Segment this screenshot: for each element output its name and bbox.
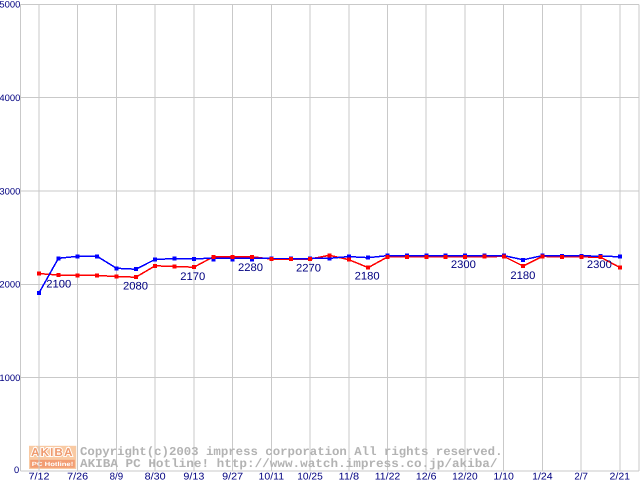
svg-text:5000: 5000 — [0, 0, 20, 9]
svg-text:10/11: 10/11 — [259, 471, 285, 480]
svg-text:7/12: 7/12 — [29, 471, 50, 480]
svg-text:2/7: 2/7 — [574, 471, 588, 480]
svg-text:9/27: 9/27 — [222, 471, 243, 480]
svg-text:12/20: 12/20 — [452, 471, 478, 480]
svg-text:2270: 2270 — [296, 262, 321, 274]
svg-text:1/24: 1/24 — [532, 471, 553, 480]
svg-text:2280: 2280 — [238, 262, 263, 274]
svg-text:8/9: 8/9 — [110, 471, 124, 480]
svg-text:9/13: 9/13 — [183, 471, 205, 480]
svg-text:2080: 2080 — [123, 281, 148, 293]
svg-text:2180: 2180 — [510, 270, 535, 282]
svg-text:8/30: 8/30 — [145, 471, 167, 480]
svg-text:3000: 3000 — [0, 186, 20, 196]
svg-text:1/10: 1/10 — [493, 471, 514, 480]
svg-text:2000: 2000 — [0, 280, 20, 290]
svg-text:12/6: 12/6 — [416, 471, 437, 480]
svg-text:2300: 2300 — [451, 259, 476, 271]
svg-text:0: 0 — [14, 465, 19, 475]
svg-text:11/22: 11/22 — [375, 471, 401, 480]
svg-text:10/25: 10/25 — [297, 471, 323, 480]
svg-text:AKIBA PC Hotline! http://www.: AKIBA PC Hotline! http://www.watch.impre… — [80, 457, 498, 471]
svg-text:1000: 1000 — [0, 373, 20, 383]
svg-text:2100: 2100 — [46, 279, 71, 291]
svg-text:2180: 2180 — [355, 270, 380, 282]
svg-text:AKIBA: AKIBA — [31, 447, 74, 459]
svg-text:7/26: 7/26 — [67, 471, 89, 480]
svg-text:2300: 2300 — [587, 259, 612, 271]
svg-text:4000: 4000 — [0, 93, 20, 103]
svg-text:2170: 2170 — [180, 271, 205, 283]
svg-text:11/8: 11/8 — [339, 471, 360, 480]
svg-text:Copyright(c)2003 impress corpo: Copyright(c)2003 impress corporation All… — [80, 445, 502, 459]
svg-text:2/21: 2/21 — [610, 471, 631, 480]
svg-text:PC Hotline!: PC Hotline! — [32, 461, 74, 468]
